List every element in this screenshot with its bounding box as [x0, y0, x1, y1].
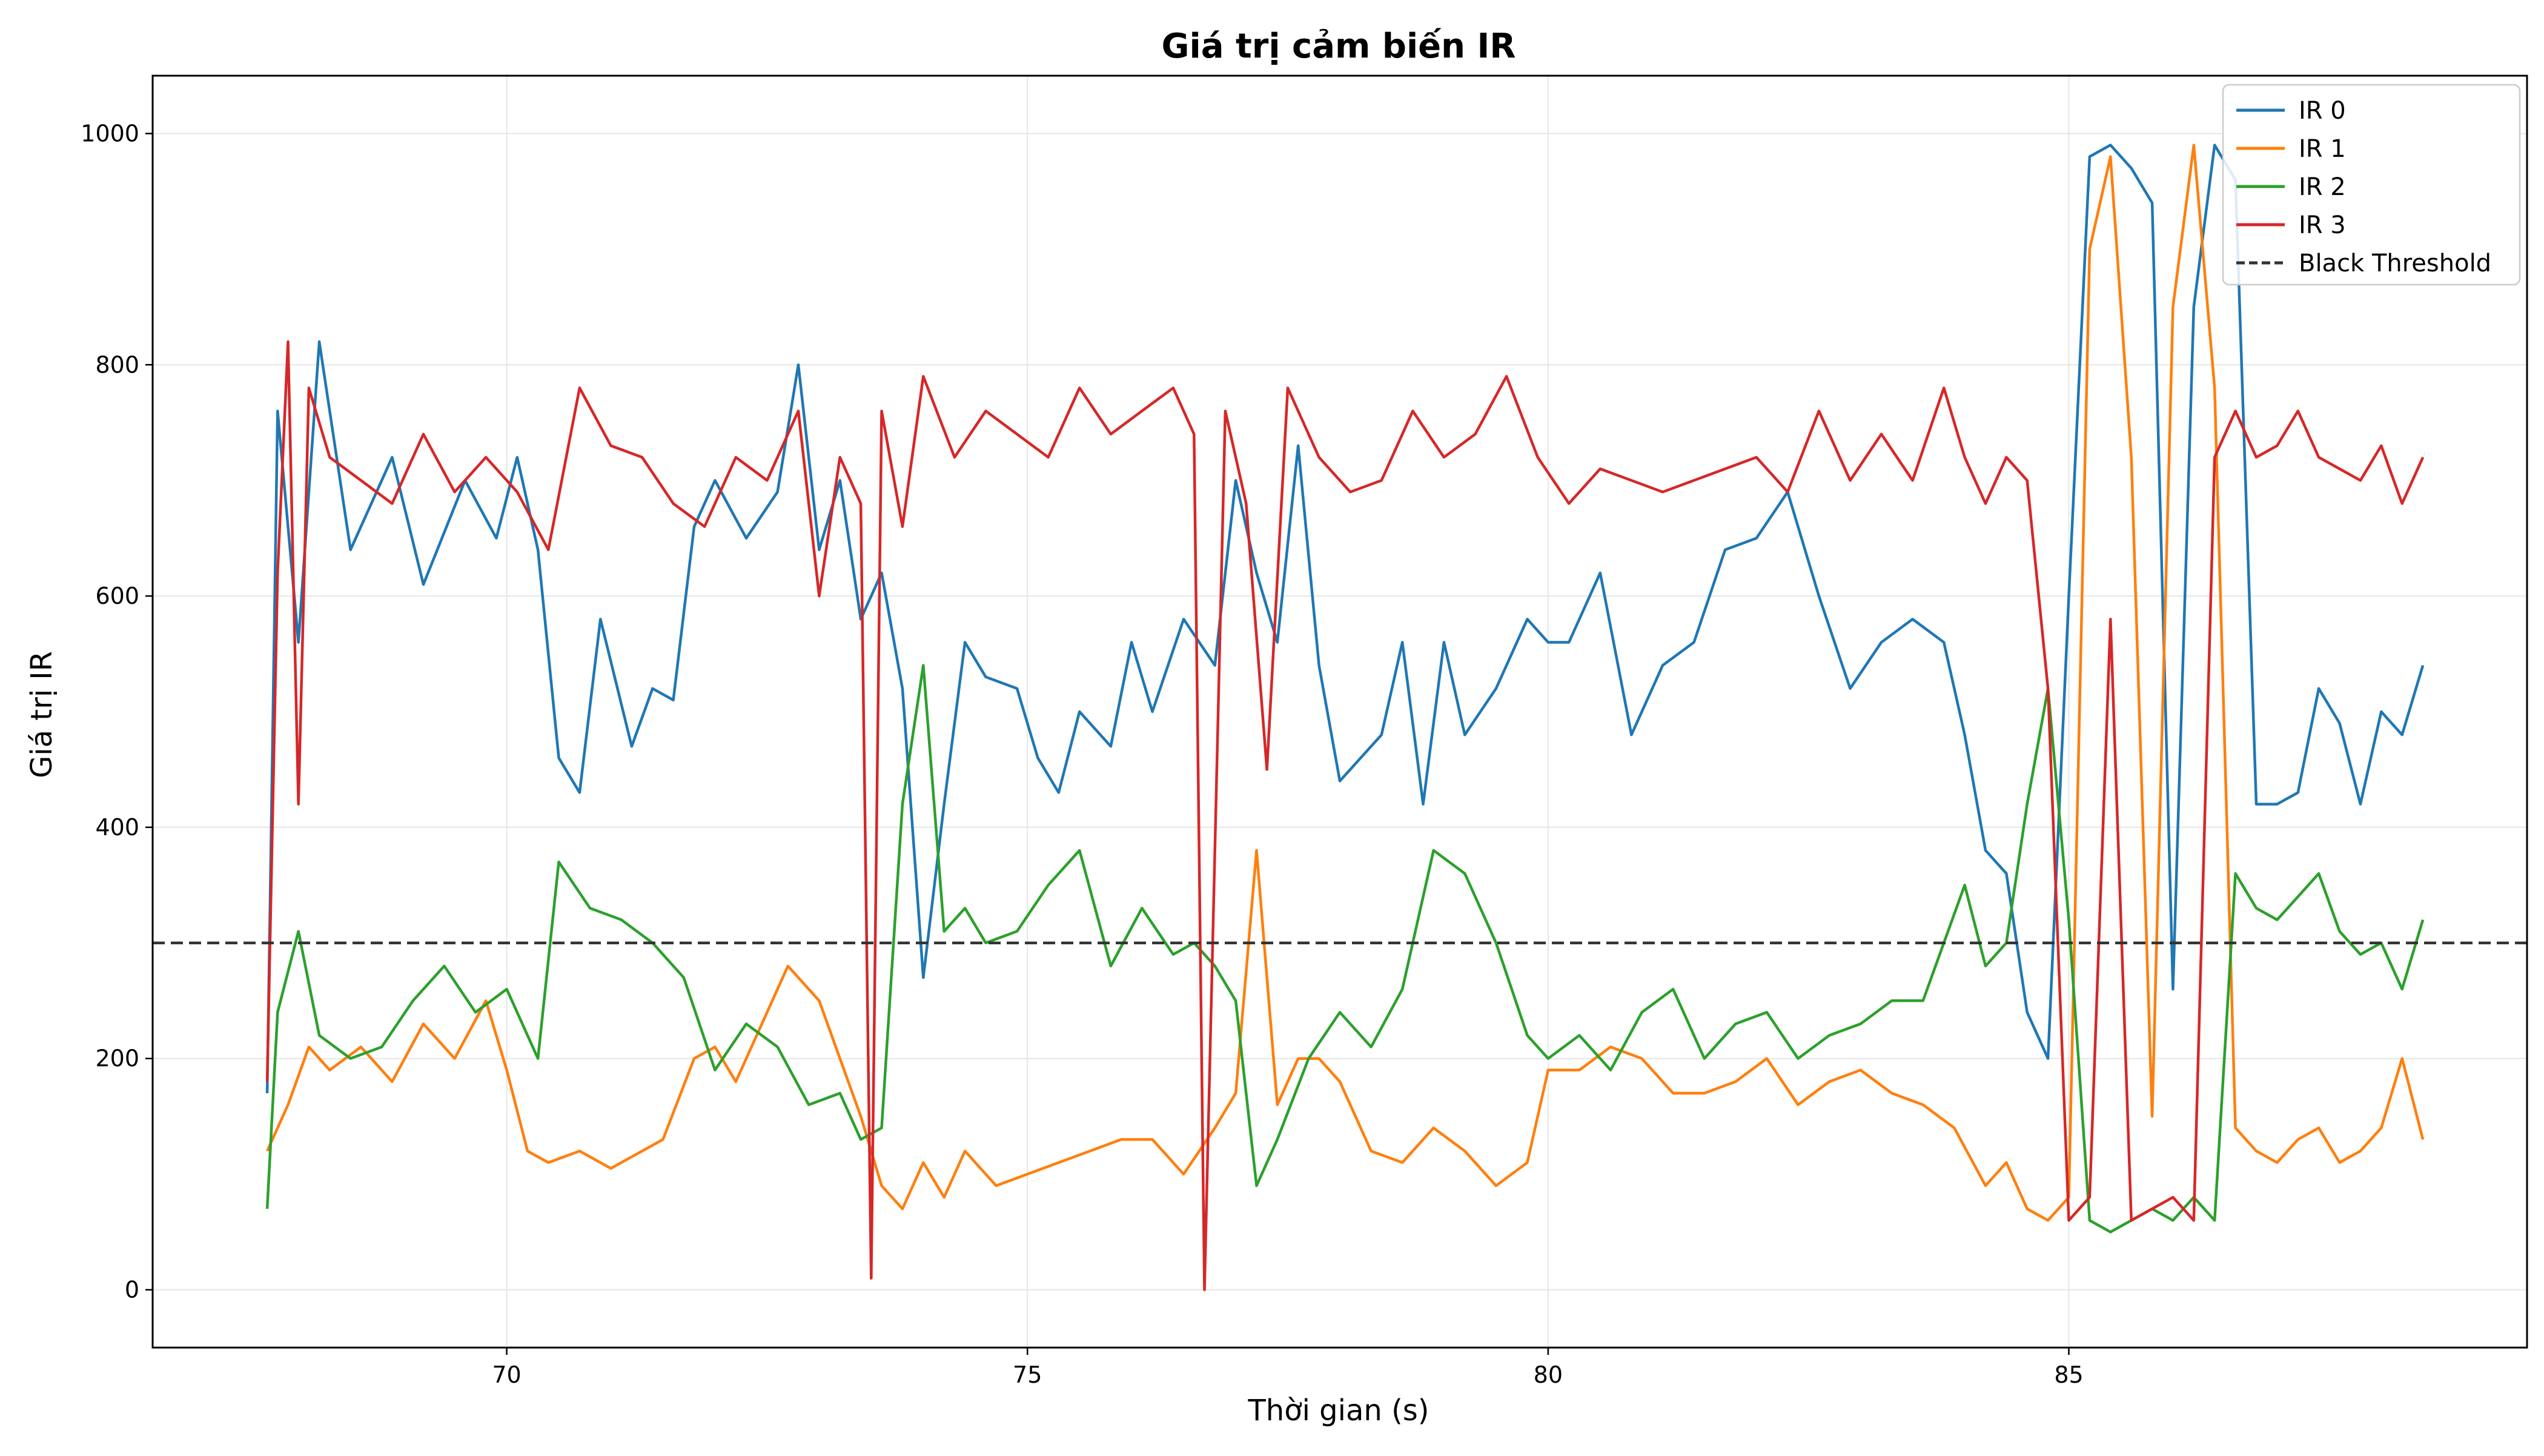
x-tick-label: 75: [1013, 1362, 1042, 1388]
legend-ir-3-label: IR 3: [2299, 211, 2346, 239]
axis-ticks: 70 75 80 85 0 200 400 600 800 1000: [81, 120, 2083, 1388]
x-tick-label: 80: [1534, 1362, 1563, 1388]
y-axis-label: Giá trị IR: [25, 651, 59, 778]
plot-area-frame: [151, 74, 2528, 1349]
series-lines: [265, 144, 2425, 1291]
x-tick-label: 85: [2054, 1362, 2083, 1388]
y-tick-label: 400: [95, 814, 139, 841]
y-tick-label: 1000: [81, 120, 139, 147]
legend-box: [2222, 84, 2521, 286]
legend-black-threshold-label: Black Threshold: [2299, 250, 2491, 277]
y-tick-label: 600: [95, 583, 139, 609]
y-tick-label: 800: [95, 351, 139, 378]
legend: IR 0 IR 1 IR 2 IR 3 Black Threshold: [2222, 84, 2521, 286]
y-tick-label: 0: [125, 1277, 139, 1303]
legend-ir-2-label: IR 2: [2299, 173, 2346, 201]
grid-lines: [153, 76, 2527, 1348]
legend-ir-1-label: IR 1: [2299, 135, 2346, 163]
x-axis-label: Thời gian (s): [1247, 1394, 1429, 1428]
series-line-ir-3: [265, 340, 2425, 1291]
chart-title: Giá trị cảm biến IR: [1162, 27, 1516, 66]
x-tick-label: 70: [492, 1362, 521, 1388]
legend-ir-0-label: IR 0: [2299, 97, 2346, 125]
series-line-ir-1: [266, 144, 2425, 1222]
series-line-ir-0: [265, 144, 2425, 1094]
y-tick-label: 200: [95, 1045, 139, 1072]
